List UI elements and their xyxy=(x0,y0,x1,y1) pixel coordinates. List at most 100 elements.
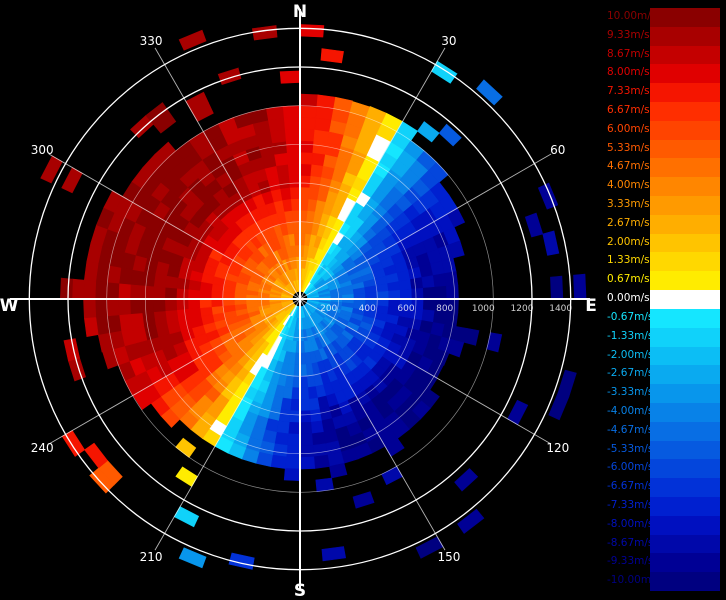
velocity-cell xyxy=(175,298,189,311)
legend-label: -3.33m/s xyxy=(607,386,654,399)
velocity-cell xyxy=(524,212,544,238)
legend-entry: -9.33m/s xyxy=(606,553,720,573)
compass-west: W xyxy=(0,296,19,316)
velocity-cells xyxy=(17,24,587,570)
velocity-cell xyxy=(152,285,166,300)
legend-swatch xyxy=(650,421,720,441)
velocity-cell xyxy=(299,140,315,153)
velocity-cell xyxy=(153,310,168,325)
velocity-cell xyxy=(129,283,143,300)
legend-swatch xyxy=(650,459,720,479)
azimuth-label: 210 xyxy=(140,550,163,564)
velocity-cell xyxy=(284,128,301,142)
legend-label: 8.00m/s xyxy=(607,66,650,79)
velocity-cell xyxy=(457,508,485,534)
velocity-cell xyxy=(422,286,436,300)
legend-label: 0.67m/s xyxy=(607,273,650,286)
legend-swatch xyxy=(650,196,720,215)
velocity-cell xyxy=(71,278,85,300)
velocity-cell xyxy=(118,313,133,331)
velocity-cell xyxy=(175,287,189,300)
radar-chart: N S E W 30 60 120 150 210 240 300 330 200 400 600 800 10… xyxy=(0,2,597,600)
legend-swatch xyxy=(650,139,720,159)
legend-label: -8.67m/s xyxy=(607,536,654,549)
legend-entry: 7.33m/s xyxy=(606,83,720,103)
velocity-cell xyxy=(299,93,319,107)
velocity-cell xyxy=(486,332,503,353)
velocity-cell xyxy=(272,443,288,458)
velocity-cell xyxy=(23,369,43,398)
legend-swatch xyxy=(650,64,720,84)
range-label: 600 xyxy=(397,304,414,314)
velocity-cell xyxy=(272,140,288,155)
azimuth-label: 30 xyxy=(441,34,456,48)
range-label: 1000 xyxy=(472,304,495,314)
legend-label: -4.00m/s xyxy=(607,404,654,417)
velocity-cell xyxy=(459,342,476,362)
velocity-cell xyxy=(141,311,156,327)
velocity-cell xyxy=(106,298,120,317)
legend-label: 4.67m/s xyxy=(607,160,650,173)
velocity-cell xyxy=(557,369,577,398)
legend-label: 6.67m/s xyxy=(607,104,650,117)
chart-labels: N S E W 30 60 120 150 210 240 300 330 200 400 600 800 10… xyxy=(0,2,597,600)
velocity-cell xyxy=(270,454,287,469)
velocity-cell xyxy=(187,307,202,319)
velocity-cell xyxy=(476,79,503,106)
velocity-cell xyxy=(283,468,301,482)
velocity-cell xyxy=(299,105,318,119)
velocity-cell xyxy=(550,275,564,300)
legend-label: 2.67m/s xyxy=(607,216,650,229)
velocity-cell xyxy=(299,198,310,211)
velocity-cell xyxy=(299,410,312,424)
legend-label: 2.00m/s xyxy=(607,235,650,248)
velocity-cell xyxy=(388,289,401,300)
velocity-cell xyxy=(312,443,328,458)
velocity-cell xyxy=(320,48,344,64)
velocity-cell xyxy=(187,298,201,310)
range-label: 1200 xyxy=(511,304,534,314)
velocity-cell xyxy=(93,136,117,162)
velocity-cell xyxy=(313,129,330,144)
legend-entry: -0.67m/s xyxy=(606,308,720,328)
legend-entry: 5.33m/s xyxy=(606,139,720,159)
azimuth-spoke xyxy=(299,153,552,300)
legend-entry: 10.00m/s xyxy=(606,8,720,27)
velocity-cell xyxy=(287,163,301,177)
range-label: 1400 xyxy=(549,304,572,314)
color-legend: 10.00m/s 9.33m/s 8.67m/s 8.00m/s 7.33m/s 6.67… xyxy=(606,8,720,592)
velocity-cell xyxy=(288,410,301,424)
velocity-cell xyxy=(178,547,207,569)
legend-swatch xyxy=(650,384,720,404)
velocity-cell xyxy=(444,311,459,327)
velocity-cell xyxy=(299,116,317,130)
velocity-cell xyxy=(311,431,326,446)
velocity-cell xyxy=(287,421,301,435)
legend-swatch xyxy=(650,158,720,178)
velocity-cell xyxy=(299,456,316,470)
legend-label: -10.00m/s xyxy=(607,574,661,587)
velocity-cell xyxy=(278,175,291,189)
velocity-cell xyxy=(548,392,570,421)
velocity-cell xyxy=(299,398,311,412)
legend-entry: -8.67m/s xyxy=(606,534,720,554)
legend-label: 5.33m/s xyxy=(607,141,650,154)
velocity-cell xyxy=(141,298,154,314)
velocity-cell xyxy=(94,280,108,300)
velocity-cell xyxy=(59,277,74,300)
legend-swatch xyxy=(650,214,720,234)
legend-label: -2.00m/s xyxy=(607,348,654,361)
legend-swatch xyxy=(650,572,720,592)
velocity-cell xyxy=(376,290,390,300)
legend-swatch xyxy=(650,271,720,291)
legend-label: 0.00m/s xyxy=(607,292,650,305)
legend-entry: 0.00m/s xyxy=(606,290,720,309)
legend-label: 4.00m/s xyxy=(607,179,650,192)
velocity-cell xyxy=(312,140,328,155)
legend-entry: -6.00m/s xyxy=(606,459,720,479)
velocity-cell xyxy=(417,121,440,143)
legend-swatch xyxy=(650,177,720,197)
velocity-cell xyxy=(285,140,301,153)
azimuth-spoke xyxy=(299,298,552,445)
velocity-cell xyxy=(105,88,132,114)
